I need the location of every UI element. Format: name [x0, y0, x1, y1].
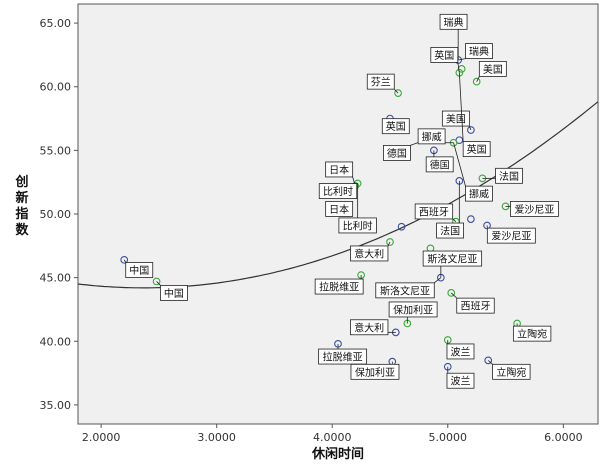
point-label: 日本 — [329, 203, 349, 216]
y-axis: 35.00 40.00 45.00 50.00 55.00 60.00 65.00 — [40, 17, 79, 412]
y-axis-title-char: 新 — [15, 190, 28, 206]
point-label: 比利时 — [323, 186, 353, 198]
point-label: 比利时 — [343, 220, 373, 232]
y-tick-label: 65.00 — [40, 17, 72, 30]
point-label: 挪威 — [422, 130, 442, 143]
point-label: 西班牙 — [461, 301, 491, 313]
point-label: 意大利 — [354, 247, 384, 260]
point-label: 爱沙尼亚 — [514, 203, 554, 216]
x-tick-label: 5.0000 — [429, 431, 468, 444]
y-tick-label: 35.00 — [40, 399, 72, 412]
x-axis-title: 休闲时间 — [311, 446, 364, 462]
y-axis-title-char: 数 — [15, 222, 29, 238]
y-tick-label: 50.00 — [40, 208, 72, 221]
point-label: 保加利亚 — [355, 366, 395, 379]
x-tick-label: 4.0000 — [313, 431, 352, 444]
y-tick-label: 60.00 — [40, 81, 72, 94]
point-label: 西班牙 — [419, 206, 449, 218]
point-label: 瑞典 — [469, 45, 489, 58]
point-label: 意大利 — [354, 321, 384, 334]
point-label: 日本 — [329, 163, 349, 176]
point-label: 英国 — [434, 49, 454, 62]
point-label: 波兰 — [450, 345, 470, 358]
point-label: 英国 — [386, 120, 406, 133]
point-label: 斯洛文尼亚 — [427, 253, 477, 266]
point-label: 英国 — [467, 143, 487, 156]
point-label: 斯洛文尼亚 — [380, 284, 430, 297]
y-tick-label: 45.00 — [40, 272, 72, 285]
point-label: 瑞典 — [444, 16, 464, 29]
y-tick-label: 40.00 — [40, 335, 72, 348]
point-label: 德国 — [430, 158, 450, 171]
point-label: 挪威 — [469, 188, 489, 201]
x-tick-label: 2.0000 — [82, 431, 121, 444]
point-label: 立陶宛 — [496, 366, 526, 379]
x-tick-label: 6.0000 — [544, 431, 583, 444]
point-label: 立陶宛 — [517, 328, 547, 341]
y-axis-title: 创新指数 — [14, 174, 29, 238]
point-label: 法国 — [440, 225, 460, 238]
x-tick-label: 3.0000 — [197, 431, 236, 444]
point-label: 德国 — [387, 147, 407, 160]
point-label: 拉脱维亚 — [323, 351, 363, 364]
point-label: 爱沙尼亚 — [491, 230, 531, 243]
y-axis-title-char: 指 — [15, 206, 28, 222]
y-axis-title-char: 创 — [14, 174, 28, 190]
point-label: 保加利亚 — [393, 303, 433, 316]
point-label: 美国 — [483, 63, 503, 76]
point-label: 波兰 — [450, 375, 470, 388]
point-label: 中国 — [129, 264, 149, 277]
point-label: 芬兰 — [371, 76, 391, 89]
point-label: 美国 — [446, 113, 466, 126]
point-label: 拉脱维亚 — [319, 281, 359, 294]
point-label: 法国 — [499, 170, 519, 183]
y-tick-label: 55.00 — [40, 144, 72, 157]
x-axis: 2.0000 3.0000 4.0000 5.0000 6.0000 — [82, 424, 583, 444]
point-label: 中国 — [164, 287, 184, 300]
